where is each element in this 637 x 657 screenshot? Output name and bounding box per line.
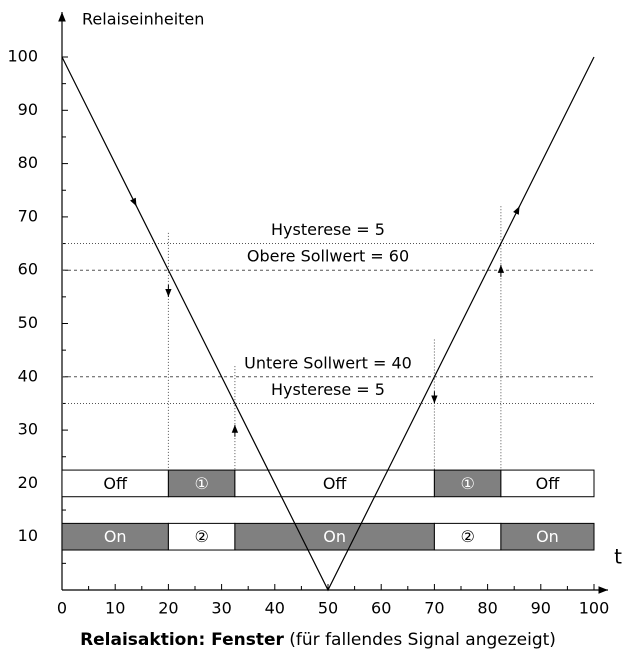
caption-rest: (für fallendes Signal angezeigt) [284,630,556,650]
relay-segment [234,469,435,498]
relay-segment [61,469,169,498]
reference-label: Hysterese = 5 [271,380,385,399]
relay-segment [500,522,595,551]
relay-label: ① [460,474,474,493]
y-tick-label: 40 [18,366,38,385]
y-tick-label: 30 [18,420,38,439]
reference-label: Untere Sollwert = 40 [244,353,412,372]
relay-label: On [323,527,346,546]
relay-label: Off [103,474,128,493]
line-arrow [513,206,520,215]
x-axis-label: t [614,545,622,569]
relay-label: On [536,527,559,546]
x-tick-label: 70 [424,599,444,618]
relay-segment [167,522,236,551]
plot: 10 20 30 40 50 60 70 80 90 100 0 10 20 30 40 50 60 70 80 90… [7,47,609,618]
x-tick-label: 90 [531,599,551,618]
x-tick-label: 100 [579,599,610,618]
relay-label: ② [194,527,208,546]
reference-label: Hysterese = 5 [271,220,385,239]
x-tick-label: 20 [158,599,178,618]
y-tick-label: 90 [18,100,38,119]
relay-label: On [104,527,127,546]
relay-label: Off [323,474,348,493]
relay-segment [167,469,236,498]
relay-label: Off [536,474,561,493]
reference-label: Obere Sollwert = 60 [247,247,409,266]
x-tick-label: 30 [211,599,231,618]
relay-label: ① [194,474,208,493]
y-tick-label: 80 [18,153,38,172]
relay-segment [500,469,595,498]
y-axis-label: Relaiseinheiten [82,10,204,29]
relay-label: ② [460,527,474,546]
line-arrow [130,197,137,207]
signal-line [61,56,595,592]
y-tick-label: 100 [7,47,38,66]
y-tick-label: 50 [18,313,38,332]
y-tick-label: 60 [18,260,38,279]
relay-segment [433,522,502,551]
y-tick-label: 20 [18,473,38,492]
y-tick-label: 70 [18,206,38,225]
x-tick-label: 80 [477,599,497,618]
x-tick-label: 60 [371,599,391,618]
caption-bold: Relaisaktion: Fenster [80,630,284,650]
y-tick-label: 10 [18,526,38,545]
x-tick-label: 40 [265,599,285,618]
caption: Relaisaktion: Fenster (für fallendes Sig… [80,630,556,650]
relay-segment [234,522,435,551]
x-tick-label: 0 [57,599,67,618]
x-tick-label: 50 [318,599,338,618]
x-tick-label: 10 [105,599,125,618]
